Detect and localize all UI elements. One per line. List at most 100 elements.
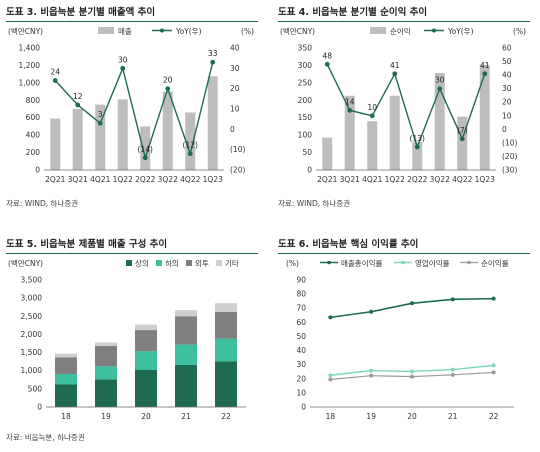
chart-title: 도표 4. 비읍늑분 분기별 순이익 추이 — [278, 4, 530, 22]
panel-margin-trend: 도표 6. 비읍늑분 핵심 이익률 추이 (%) 매출총이익률 영업이익률 순이익률 0… — [278, 236, 530, 448]
y2-tick-label: 50 — [502, 57, 512, 66]
line-point — [187, 151, 193, 157]
line-point — [369, 368, 374, 373]
y-tick-label: 150 — [298, 113, 313, 122]
y2-tick-label: 40 — [230, 44, 240, 53]
bar-segment — [175, 310, 197, 317]
bar-segment — [95, 366, 117, 380]
line-point — [410, 301, 414, 306]
panel-quarterly-net-income: 도표 4. 비읍늑분 분기별 순이익 추이 (백만CNY) (%) 순이익 YoY(우… — [278, 4, 530, 214]
y2-tick-label: 60 — [502, 44, 512, 53]
bar-segment — [95, 379, 117, 407]
line-point — [165, 86, 171, 92]
line-point — [369, 373, 374, 378]
y-axis-unit: (백만CNY) — [280, 26, 315, 36]
legend-label: 영업이익률 — [415, 258, 450, 268]
data-label: (14) — [138, 145, 153, 154]
bar — [434, 73, 445, 170]
x-tick-label: 3Q21 — [340, 175, 360, 184]
chart-title: 도표 3. 비읍늑분 분기별 매출액 추이 — [6, 4, 258, 22]
y2-tick-label: 20 — [230, 84, 240, 93]
data-label: 12 — [73, 92, 83, 101]
line-point — [437, 86, 443, 92]
y-axis-unit: (%) — [286, 259, 299, 268]
legend-label: 매출총이익률 — [341, 258, 382, 268]
bar — [140, 126, 151, 170]
x-tick-label: 22 — [489, 412, 499, 421]
bar-segment — [135, 369, 157, 407]
data-label: 3 — [98, 110, 103, 119]
line-point — [450, 297, 455, 302]
bar — [457, 116, 468, 170]
y2-tick-label: 0 — [230, 125, 235, 134]
data-label: 10 — [367, 103, 377, 112]
line-point — [328, 377, 333, 382]
legend-swatch — [216, 260, 222, 266]
x-tick-label: 19 — [366, 412, 376, 421]
y2-tick-label: 0 — [502, 125, 507, 134]
y-tick-label: 50 — [302, 148, 312, 157]
bar — [117, 99, 128, 170]
legend-swatch — [126, 260, 132, 266]
line-point — [392, 71, 398, 77]
bar-segment — [135, 351, 157, 370]
x-tick-label: 18 — [61, 412, 71, 421]
y-axis-unit: (백만CNY) — [8, 26, 43, 36]
line-point — [52, 78, 58, 83]
bar-segment — [215, 311, 237, 339]
y-tick-label: 600 — [26, 113, 41, 122]
y2-tick-label: 30 — [230, 64, 240, 73]
x-tick-label: 19 — [101, 412, 111, 421]
y2-tick-label: (20) — [230, 166, 245, 175]
x-tick-label: 3Q21 — [68, 175, 88, 184]
legend-marker — [327, 260, 331, 265]
chart-margin-trend: (%) 매출총이익률 영업이익률 순이익률 0 10 20 30 40 50 60 70 80 90 18 1… — [286, 258, 514, 421]
x-tick-label: 21 — [448, 412, 458, 421]
y-tick-label: 1,000 — [21, 366, 43, 375]
y-tick-label: 20 — [296, 374, 306, 383]
line-point — [450, 367, 455, 372]
chart-source: 자료: WIND, 하나증권 — [278, 199, 351, 208]
y2-axis-unit: (%) — [241, 27, 254, 36]
panel-quarterly-sales: 도표 3. 비읍늑분 분기별 매출액 추이 (백만CNY) (%) 매출 YoY(우)… — [6, 4, 258, 214]
bar-segment — [95, 346, 117, 367]
x-tick-label: 1Q23 — [203, 175, 223, 184]
legend-label: 하의 — [165, 258, 179, 268]
y-tick-label: 0 — [37, 403, 42, 412]
legend-marker-line — [160, 28, 164, 33]
x-tick-label: 22 — [221, 412, 231, 421]
data-label: 24 — [50, 68, 60, 77]
y2-tick-label: 40 — [502, 71, 512, 80]
y-tick-label: 80 — [296, 290, 306, 299]
legend-marker — [401, 260, 405, 265]
bar-segment — [175, 316, 197, 345]
y-tick-label: 60 — [296, 318, 306, 327]
y2-tick-label: 10 — [502, 111, 512, 120]
y2-tick-label: (20) — [502, 152, 517, 161]
x-tick-label: 3Q22 — [158, 175, 178, 184]
legend-swatch — [186, 260, 192, 266]
y-axis-unit: (백만CNY) — [8, 258, 43, 268]
data-label: 33 — [208, 49, 218, 58]
y-tick-label: 300 — [298, 61, 313, 70]
y2-tick-label: (30) — [502, 166, 517, 175]
x-tick-label: 1Q22 — [113, 175, 133, 184]
line-point — [142, 155, 148, 161]
y-tick-label: 100 — [298, 131, 313, 140]
chart-source: 자료: 비읍늑분, 하나증권 — [6, 433, 85, 442]
legend-marker-line — [432, 28, 436, 33]
legend-marker — [467, 260, 471, 265]
x-tick-label: 2Q22 — [135, 175, 155, 184]
line-point — [324, 61, 330, 67]
line-point — [120, 65, 126, 71]
line-point — [414, 144, 420, 150]
x-tick-label: 20 — [407, 412, 417, 421]
x-tick-label: 2Q21 — [45, 175, 65, 184]
bar — [367, 121, 378, 170]
y-tick-label: 350 — [298, 44, 313, 53]
data-label: 41 — [480, 61, 490, 70]
y-tick-label: 200 — [298, 96, 313, 105]
bar-segment — [215, 361, 237, 407]
x-tick-label: 20 — [141, 412, 151, 421]
legend-label-bar: 순이익 — [390, 26, 411, 36]
